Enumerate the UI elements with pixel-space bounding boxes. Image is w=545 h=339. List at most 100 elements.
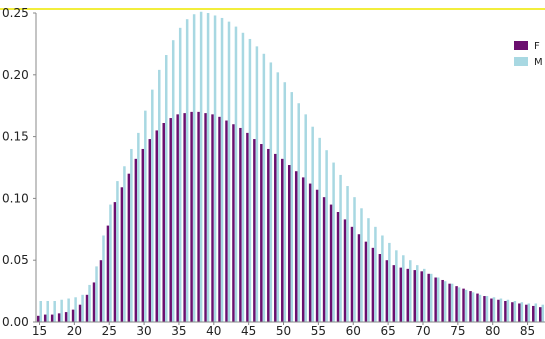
bar-F-16 bbox=[43, 314, 47, 322]
bar-F-32 bbox=[155, 130, 159, 322]
bar-M-55 bbox=[318, 137, 321, 322]
bar-M-42 bbox=[227, 21, 231, 323]
bar-F-29 bbox=[134, 158, 138, 322]
bar-F-61 bbox=[357, 234, 361, 322]
bar-F-24 bbox=[99, 260, 103, 322]
bar-M-69 bbox=[416, 265, 419, 322]
bar-M-87 bbox=[541, 304, 545, 322]
bar-M-54 bbox=[311, 126, 314, 323]
bar-M-53 bbox=[304, 114, 307, 322]
y-tick-label: 0.00 bbox=[2, 315, 29, 329]
bar-F-17 bbox=[50, 314, 54, 322]
bar-M-25 bbox=[109, 204, 112, 322]
bar-M-83 bbox=[513, 300, 517, 322]
bar-F-43 bbox=[232, 124, 235, 323]
bar-M-57 bbox=[332, 162, 335, 322]
legend-label-F: F bbox=[534, 41, 540, 52]
y-tick-label: 0.10 bbox=[2, 191, 29, 205]
bar-M-65 bbox=[388, 242, 391, 322]
bar-M-47 bbox=[262, 53, 266, 322]
bar-F-49 bbox=[274, 153, 277, 322]
x-tick-label: 15 bbox=[32, 324, 47, 335]
bar-M-84 bbox=[520, 302, 524, 322]
bar-F-78 bbox=[476, 293, 479, 322]
bar-F-60 bbox=[350, 226, 354, 322]
bar-F-56 bbox=[322, 197, 326, 322]
y-tick-label: 0.20 bbox=[2, 68, 29, 82]
legend: FM bbox=[514, 41, 543, 68]
bar-F-85 bbox=[525, 304, 528, 322]
bar-F-83 bbox=[511, 302, 514, 322]
bar-F-71 bbox=[427, 273, 430, 322]
bar-F-33 bbox=[162, 123, 165, 322]
bar-M-50 bbox=[283, 82, 287, 322]
bar-F-40 bbox=[211, 114, 214, 322]
bar-M-17 bbox=[53, 300, 56, 322]
bar-M-31 bbox=[151, 89, 154, 322]
bar-F-59 bbox=[343, 219, 347, 322]
x-tick-label: 20 bbox=[67, 324, 82, 335]
bar-M-38 bbox=[199, 11, 203, 322]
bar-F-72 bbox=[434, 277, 437, 322]
bar-M-44 bbox=[241, 32, 245, 322]
bar-M-61 bbox=[360, 208, 363, 322]
bar-F-47 bbox=[260, 144, 263, 322]
bar-F-76 bbox=[462, 288, 465, 322]
bar-M-82 bbox=[506, 299, 510, 322]
bar-F-65 bbox=[385, 260, 389, 322]
bar-M-72 bbox=[436, 277, 440, 322]
bar-F-82 bbox=[504, 300, 507, 322]
bar-F-19 bbox=[64, 312, 68, 322]
x-tick-label: 85 bbox=[520, 324, 535, 335]
bar-F-27 bbox=[120, 187, 124, 322]
bar-M-60 bbox=[353, 197, 356, 322]
bar-M-33 bbox=[164, 55, 168, 323]
bar-M-43 bbox=[234, 26, 238, 322]
bar-M-16 bbox=[46, 300, 49, 322]
bar-M-19 bbox=[67, 298, 70, 322]
bar-F-70 bbox=[420, 271, 423, 322]
bar-M-81 bbox=[499, 298, 503, 322]
bar-M-76 bbox=[464, 289, 468, 322]
bar-F-15 bbox=[36, 315, 40, 322]
bar-M-71 bbox=[429, 273, 433, 322]
bar-M-22 bbox=[88, 284, 91, 322]
bar-F-20 bbox=[71, 309, 75, 322]
x-tick-label: 40 bbox=[206, 324, 221, 335]
bar-M-49 bbox=[276, 72, 280, 322]
axes-layer: 0.00 0.05 0.10 0.15 0.20 0.25 15 20 25 30 35 40 45 50… bbox=[2, 6, 545, 338]
bar-F-58 bbox=[336, 212, 340, 322]
bar-F-34 bbox=[169, 118, 172, 322]
bar-F-87 bbox=[539, 307, 542, 322]
x-tick-label: 25 bbox=[102, 324, 117, 335]
bar-M-20 bbox=[74, 297, 77, 322]
bar-M-70 bbox=[422, 268, 426, 322]
bar-F-74 bbox=[448, 283, 451, 322]
bar-M-21 bbox=[81, 294, 84, 322]
bar-M-86 bbox=[534, 303, 538, 322]
x-tick-label: 55 bbox=[311, 324, 326, 335]
bar-M-34 bbox=[171, 40, 175, 322]
x-tick-label: 65 bbox=[380, 324, 395, 335]
bar-M-52 bbox=[297, 103, 300, 322]
bar-F-63 bbox=[371, 247, 375, 322]
bar-M-62 bbox=[367, 218, 370, 322]
bar-F-28 bbox=[127, 173, 131, 322]
bar-M-28 bbox=[130, 148, 133, 322]
bar-M-75 bbox=[457, 287, 461, 322]
bar-F-31 bbox=[148, 139, 152, 322]
bar-M-48 bbox=[269, 62, 273, 322]
bar-M-46 bbox=[255, 46, 259, 323]
bar-F-69 bbox=[413, 270, 417, 322]
bar-F-75 bbox=[455, 286, 458, 322]
bar-M-39 bbox=[206, 13, 210, 322]
y-tick-label: 0.25 bbox=[2, 6, 29, 20]
bar-F-30 bbox=[141, 148, 145, 322]
bar-F-84 bbox=[518, 303, 521, 322]
bar-F-53 bbox=[301, 177, 305, 322]
bar-M-79 bbox=[485, 296, 489, 322]
bar-F-81 bbox=[497, 299, 500, 322]
bar-F-37 bbox=[190, 111, 193, 322]
x-tick-label: 35 bbox=[171, 324, 186, 335]
